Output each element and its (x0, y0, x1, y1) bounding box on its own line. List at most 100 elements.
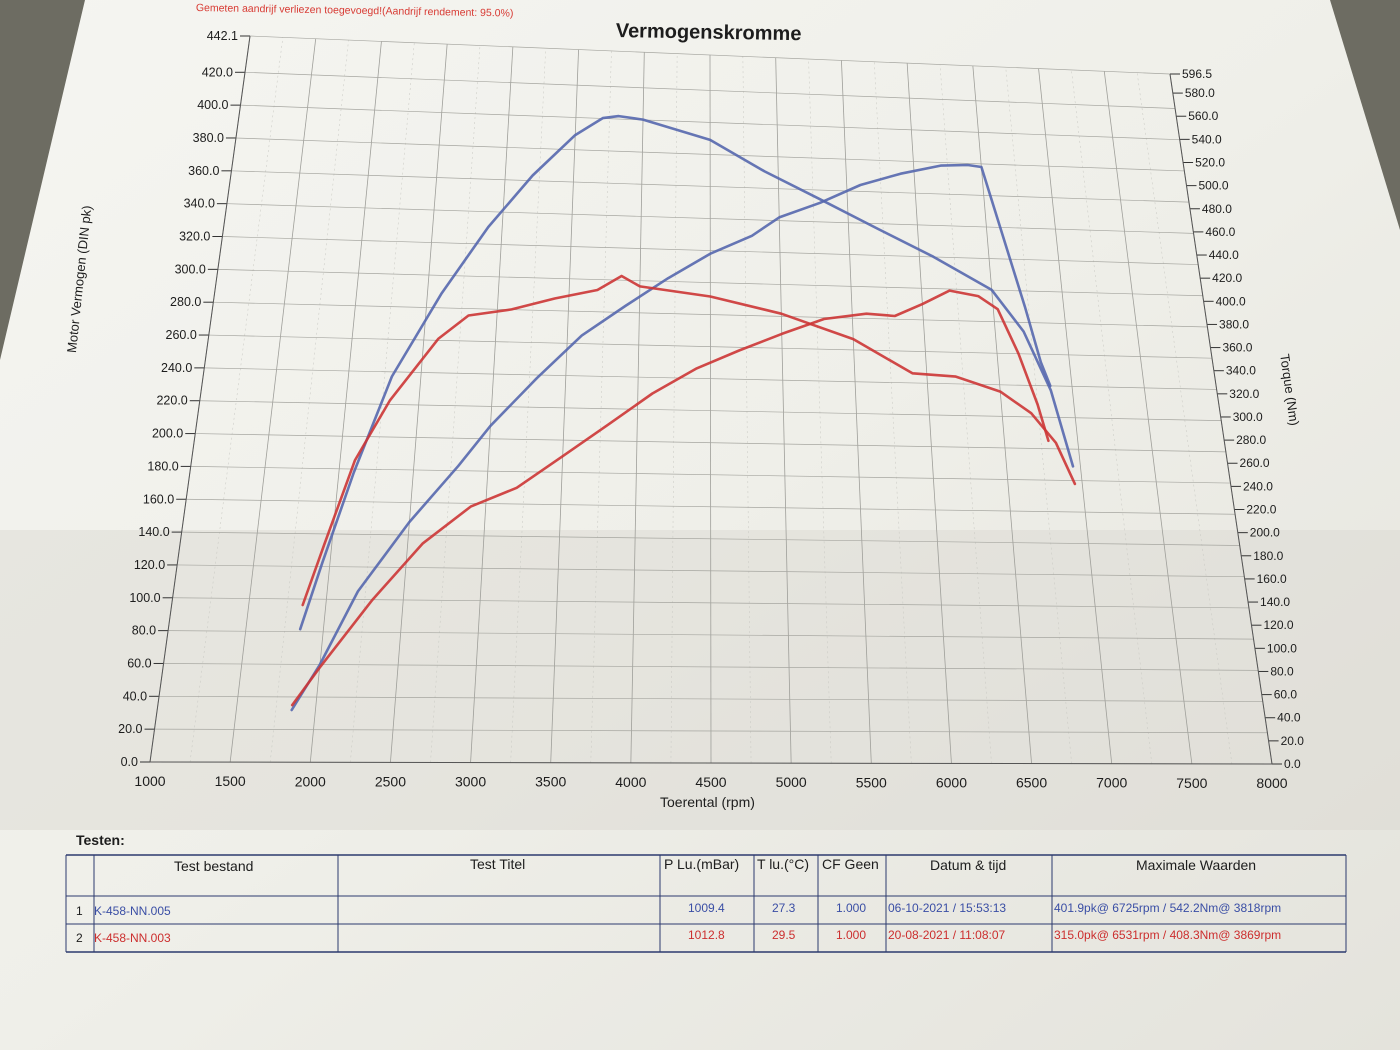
y-tick-label: 240.0 (161, 361, 192, 375)
axis-line (149, 761, 1273, 765)
y2-tick-label: 400.0 (1216, 294, 1246, 308)
y-tick-label: 200.0 (152, 427, 183, 441)
x-tick-label: 2500 (375, 773, 406, 789)
y-gridline (159, 695, 1263, 702)
y-gridline (222, 236, 1199, 265)
y-tick-label: 260.0 (166, 328, 197, 342)
series-line-1 (290, 163, 1052, 712)
y-gridline (177, 564, 1245, 578)
fold-shadow (0, 530, 1400, 830)
x-gridline (972, 65, 1032, 764)
y-tick-label: 400.0 (197, 98, 228, 112)
col-datum: Datum & tijd (930, 857, 1007, 873)
y-gridline (154, 728, 1268, 734)
x-minor-gridline (1005, 67, 1072, 764)
y2-tick-label: 40.0 (1277, 711, 1301, 725)
series-line-3 (290, 289, 1050, 707)
x-gridline (630, 52, 645, 763)
series-line-4 (301, 274, 1077, 607)
axis-line (149, 35, 251, 763)
x-tick-label: 2000 (295, 773, 326, 789)
y-gridline (249, 35, 1171, 75)
y-gridline (172, 597, 1249, 609)
y-tick-label: 180.0 (147, 459, 178, 473)
row-index: 2 (76, 931, 83, 945)
x-gridline (229, 38, 317, 763)
x-gridline (775, 57, 792, 764)
y2-tick-label: 20.0 (1281, 734, 1305, 748)
chart-tick-labels: 1000 1500 2000 2500 3000 3500 4000 4500 5000 5500… (118, 29, 1304, 791)
y-tick-label: 80.0 (132, 624, 156, 638)
x-tick-label: 6000 (936, 774, 967, 790)
y2-tick-label: 0.0 (1284, 757, 1301, 771)
x-gridline (550, 49, 579, 763)
y-tick-label: 160.0 (143, 492, 174, 506)
y2-tick-label: 340.0 (1226, 364, 1256, 378)
y2-tick-label: 240.0 (1243, 479, 1273, 493)
y2-tick-label: 520.0 (1195, 155, 1225, 169)
y2-tick-label: 120.0 (1263, 618, 1293, 632)
x-minor-gridline (189, 37, 284, 763)
y-gridline (240, 104, 1180, 141)
y2-tick-label: 440.0 (1209, 248, 1239, 262)
col-cf: CF Geen (822, 856, 879, 872)
x-gridline (390, 44, 448, 763)
y2-tick-label: 560.0 (1188, 109, 1218, 123)
row-t-lu: 29.5 (772, 928, 796, 942)
y2-tick-label: 160.0 (1257, 572, 1287, 586)
y-gridline (190, 466, 1231, 484)
y2-tick-label: 580.0 (1185, 86, 1215, 100)
y-tick-label: 280.0 (170, 295, 201, 309)
col-max: Maximale Waarden (1136, 857, 1257, 873)
y2-tick-label: 140.0 (1260, 595, 1290, 609)
x-minor-gridline (939, 64, 992, 764)
row-cf: 1.000 (836, 928, 867, 942)
row-t-lu: 27.3 (772, 901, 796, 915)
col-p-lu: P Lu.(mBar) (664, 856, 740, 872)
y-tick-label: 300.0 (175, 262, 206, 276)
row-p-lu: 1009.4 (688, 901, 725, 915)
x-tick-label: 3000 (455, 774, 486, 790)
x-axis-label: Toerental (rpm) (660, 794, 755, 810)
y-gridline (226, 203, 1194, 234)
y2-tick-label: 596.5 (1182, 67, 1212, 81)
y-tick-label: 442.1 (207, 29, 238, 43)
x-gridline (1103, 71, 1193, 764)
axis-line (1169, 73, 1273, 765)
row-max: 315.0pk@ 6531rpm / 408.3Nm@ 3869rpm (1054, 928, 1282, 942)
y-tick-label: 340.0 (184, 197, 215, 211)
row-p-lu: 1012.8 (688, 928, 725, 942)
y-tick-label: 380.0 (193, 131, 224, 145)
y-tick-label: 420.0 (202, 65, 233, 79)
y2-tick-label: 380.0 (1219, 317, 1249, 331)
row-max: 401.9pk@ 6725rpm / 542.2Nm@ 3818rpm (1054, 901, 1282, 915)
series-line-2 (298, 114, 1075, 631)
y-gridline (208, 334, 1213, 359)
row-datetime: 06-10-2021 / 15:53:13 (888, 901, 1007, 915)
y2-tick-label: 100.0 (1267, 641, 1297, 655)
row-index: 1 (76, 904, 83, 918)
x-gridline (1038, 68, 1113, 764)
y-tick-label: 320.0 (179, 230, 210, 244)
results-section-label: Testen: (76, 832, 125, 848)
y-gridline (186, 498, 1236, 515)
col-t-lu: T lu.(°C) (757, 856, 810, 872)
y-gridline (217, 269, 1203, 297)
x-minor-gridline (670, 53, 678, 763)
y2-tick-label: 200.0 (1250, 526, 1280, 540)
chart-series (290, 114, 1077, 712)
x-minor-gridline (1071, 69, 1153, 764)
x-minor-gridline (269, 40, 349, 763)
row-file: K-458-NN.005 (94, 904, 171, 918)
row-datetime: 20-08-2021 / 11:08:07 (888, 928, 1006, 942)
y-gridline (235, 137, 1185, 172)
chart-axes (140, 35, 1282, 765)
y-tick-label: 100.0 (129, 591, 160, 605)
x-tick-label: 1500 (215, 773, 246, 789)
y-tick-label: 60.0 (127, 656, 151, 670)
y-tick-label: 0.0 (121, 755, 138, 769)
